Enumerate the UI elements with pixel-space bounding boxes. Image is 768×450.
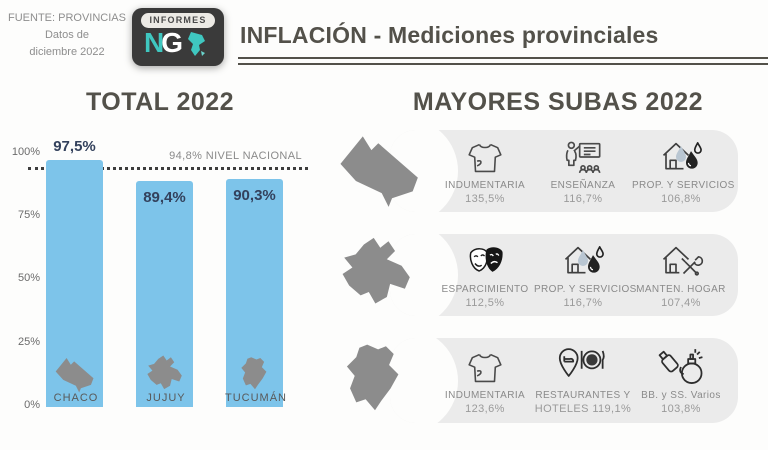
category-value: 103,8% bbox=[661, 402, 701, 415]
category-item: RESTAURANTES Y HOTELES 119,1% bbox=[534, 347, 632, 415]
category-value: 135,5% bbox=[465, 193, 505, 205]
y-axis-tick: 75% bbox=[17, 209, 40, 221]
bar-value-label: 97,5% bbox=[53, 138, 96, 155]
argentina-map-icon bbox=[188, 32, 206, 56]
logo-wordmark: INFORMES bbox=[141, 13, 215, 28]
subas-row-tucuman: INDUMENTARIA 123,6% REST bbox=[336, 334, 738, 428]
tshirt-icon bbox=[436, 347, 534, 387]
category-value: 116,7% bbox=[563, 193, 603, 205]
bar-chart: 100% 75% 50% 25% 0% 94,8% NIVEL NACIONAL… bbox=[0, 132, 322, 434]
x-axis-label-jujuy: JUJUY bbox=[146, 392, 186, 404]
theater-masks-icon bbox=[436, 241, 534, 281]
category-label: MANTEN. HOGAR bbox=[636, 284, 726, 295]
category-value: 123,6% bbox=[465, 402, 505, 415]
subas-title: MAYORES SUBAS 2022 bbox=[412, 88, 704, 116]
logo-initial-n: N bbox=[144, 27, 165, 58]
bar-value-label: 89,4% bbox=[143, 189, 186, 206]
hotel-restaurant-icon bbox=[534, 347, 632, 387]
source-note: FUENTE: PROVINCIAS Datos de diciembre 20… bbox=[6, 10, 128, 61]
source-line: FUENTE: PROVINCIAS bbox=[8, 12, 126, 24]
chaco-province-icon bbox=[340, 136, 418, 207]
row-panel: ESPARCIMIENTO 112,5% bbox=[390, 234, 738, 316]
teaching-icon bbox=[534, 137, 632, 177]
source-line: Datos de bbox=[44, 29, 90, 42]
category-item: PROP. Y SERVICIOS 106,8% bbox=[631, 137, 735, 205]
category-value: 112,5% bbox=[465, 297, 505, 309]
category-label: RESTAURANTES Y bbox=[535, 389, 631, 401]
chaco-province-icon bbox=[55, 358, 93, 393]
y-axis-tick: 25% bbox=[17, 336, 40, 348]
y-axis-tick: 100% bbox=[11, 146, 40, 158]
national-level-label: 94,8% NIVEL NACIONAL bbox=[169, 150, 302, 162]
category-label: BB. y SS. Varios bbox=[641, 389, 721, 401]
category-item: MANTEN. HOGAR 107,4% bbox=[632, 241, 730, 309]
category-label: INDUMENTARIA bbox=[444, 389, 526, 401]
category-value: 116,7% bbox=[563, 297, 603, 309]
informes-ng-logo: INFORMES N G bbox=[132, 8, 224, 66]
category-label: PROP. Y SERVICIOS bbox=[533, 284, 637, 295]
category-item: INDUMENTARIA 123,6% bbox=[436, 347, 534, 415]
category-value: HOTELES 119,1% bbox=[534, 402, 632, 415]
subas-row-chaco: INDUMENTARIA 135,5% bbox=[336, 126, 738, 220]
house-water-drops-icon bbox=[632, 137, 730, 177]
house-water-drops-icon bbox=[534, 241, 632, 281]
y-axis-tick: 50% bbox=[17, 272, 40, 284]
row-panel: INDUMENTARIA 123,6% REST bbox=[390, 338, 738, 423]
subas-row-jujuy: ESPARCIMIENTO 112,5% bbox=[336, 230, 738, 324]
x-axis-label-chaco: CHACO bbox=[53, 392, 99, 404]
category-value: 106,8% bbox=[661, 193, 701, 205]
tshirt-icon bbox=[436, 137, 534, 177]
category-item: INDUMENTARIA 135,5% bbox=[436, 137, 534, 205]
national-level-line bbox=[28, 167, 308, 170]
page-title: INFLACIÓN - Mediciones provinciales bbox=[240, 22, 659, 48]
chart-title: TOTAL 2022 bbox=[85, 88, 235, 116]
jujuy-province-icon bbox=[146, 355, 182, 390]
house-tools-icon bbox=[632, 241, 730, 281]
title-underline bbox=[238, 57, 768, 65]
tucuman-province-icon bbox=[240, 357, 266, 390]
category-item: PROP. Y SERVICIOS 116,7% bbox=[533, 241, 637, 309]
spray-bottle-icon bbox=[632, 347, 730, 387]
source-line: diciembre 2022 bbox=[29, 46, 105, 59]
category-label: ENSEÑANZA bbox=[550, 180, 616, 191]
category-item: ESPARCIMIENTO 112,5% bbox=[436, 241, 534, 309]
category-item: BB. y SS. Varios 103,8% bbox=[632, 347, 730, 415]
tucuman-province-icon bbox=[346, 344, 399, 411]
row-panel: INDUMENTARIA 135,5% bbox=[390, 130, 738, 212]
logo-initial-g: G bbox=[161, 27, 184, 58]
bar-value-label: 90,3% bbox=[233, 187, 276, 204]
y-axis-tick: 0% bbox=[24, 399, 40, 411]
category-label: PROP. Y SERVICIOS bbox=[631, 180, 735, 191]
category-label: INDUMENTARIA bbox=[444, 180, 526, 191]
jujuy-province-icon bbox=[342, 237, 410, 304]
category-value: 107,4% bbox=[661, 297, 701, 309]
category-item: ENSEÑANZA 116,7% bbox=[534, 137, 632, 205]
x-axis-label-tucuman: TUCUMÁN bbox=[225, 392, 287, 404]
category-label: ESPARCIMIENTO bbox=[441, 284, 529, 295]
